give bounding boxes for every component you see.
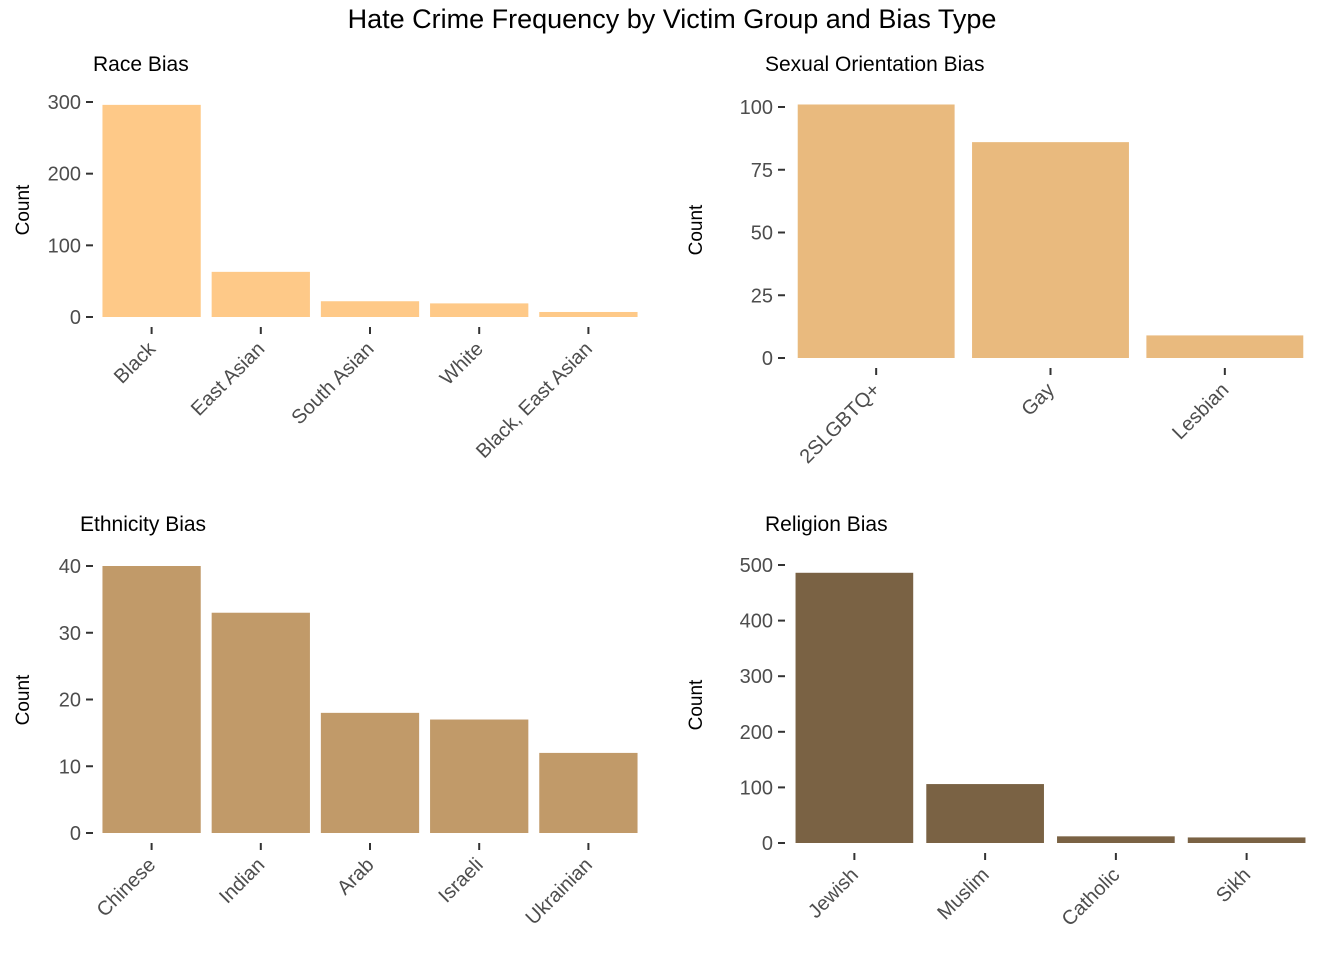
x-tick-label: Lesbian: [1168, 379, 1233, 444]
bar-chinese: [102, 566, 201, 833]
sexual-orientation-bias-panel: Sexual Orientation Bias Count 0 25 50 75 100 2S…: [686, 53, 1304, 468]
y-tick-label: 25: [751, 285, 773, 307]
y-tick-label: 200: [740, 722, 773, 744]
y-axis-label: Count: [686, 679, 707, 730]
panel-title: Ethnicity Bias: [80, 513, 206, 536]
panel-title: Religion Bias: [765, 513, 888, 536]
x-tick-label: Sikh: [1212, 864, 1255, 907]
bar-east-asian: [211, 271, 310, 317]
y-tick-label: 10: [59, 756, 81, 778]
bar-israeli: [430, 719, 529, 833]
y-tick-label: 500: [740, 555, 773, 577]
y-tick-label: 0: [762, 833, 773, 855]
y-tick-label: 0: [70, 307, 81, 329]
y-tick-label: 75: [751, 160, 773, 182]
x-tick-label: South Asian: [287, 338, 378, 429]
panel-title: Sexual Orientation Bias: [765, 53, 984, 76]
y-tick-label: 400: [740, 611, 773, 633]
x-tick-label: Catholic: [1058, 864, 1125, 931]
x-tick-label: Muslim: [933, 864, 993, 924]
chart-main-title: Hate Crime Frequency by Victim Group and…: [347, 4, 997, 34]
bar-jewish: [795, 572, 914, 843]
bar-2slgbtq: [797, 104, 955, 359]
y-axis-label: Count: [686, 204, 707, 255]
y-tick-label: 50: [751, 223, 773, 245]
bar-lesbian: [1146, 335, 1304, 358]
x-tick-label: Black: [110, 337, 161, 388]
bar-black: [102, 104, 201, 317]
y-tick-label: 40: [59, 556, 81, 578]
ethnicity-bias-panel: Ethnicity Bias Count 0 10 20 30 40 Chinese India…: [13, 513, 638, 929]
x-tick-label: White: [436, 338, 488, 390]
bar-white: [430, 303, 529, 317]
race-bias-panel: Race Bias Count 0 100 200 300 Black East Asian S…: [13, 53, 638, 463]
bar-arab: [320, 712, 420, 833]
x-tick-label: Gay: [1018, 379, 1059, 420]
y-tick-label: 0: [762, 348, 773, 370]
y-tick-label: 200: [48, 164, 81, 186]
x-tick-label: Chinese: [93, 854, 160, 921]
y-tick-label: 100: [740, 777, 773, 799]
bar-indian: [211, 612, 310, 833]
x-tick-label: Israeli: [434, 854, 487, 907]
x-tick-label: Ukrainian: [522, 854, 597, 929]
panel-title: Race Bias: [93, 53, 189, 76]
y-tick-label: 300: [48, 92, 81, 114]
bar-gay: [972, 142, 1129, 358]
x-tick-label: 2SLGBTQ+: [796, 379, 885, 468]
religion-bias-panel: Religion Bias Count 0 100 200 300 400 500 Jewish…: [686, 513, 1306, 931]
y-tick-label: 100: [740, 97, 773, 119]
y-axis-label: Count: [13, 184, 34, 235]
bar-south-asian: [320, 301, 420, 317]
y-tick-label: 0: [70, 823, 81, 845]
bar-ukrainian: [539, 752, 638, 833]
x-tick-label: Arab: [333, 854, 378, 899]
bar-catholic: [1057, 836, 1175, 843]
y-tick-label: 30: [59, 623, 81, 645]
x-tick-label: Jewish: [804, 864, 863, 923]
x-tick-label: Black, East Asian: [472, 338, 597, 463]
bar-black-east-asian: [539, 311, 638, 317]
x-tick-label: Indian: [215, 854, 269, 908]
y-tick-label: 100: [48, 235, 81, 257]
bar-muslim: [926, 784, 1044, 843]
x-tick-label: East Asian: [187, 338, 269, 420]
bar-sikh: [1187, 837, 1306, 843]
y-tick-label: 20: [59, 690, 81, 712]
y-tick-label: 300: [740, 666, 773, 688]
y-axis-label: Count: [13, 674, 34, 725]
